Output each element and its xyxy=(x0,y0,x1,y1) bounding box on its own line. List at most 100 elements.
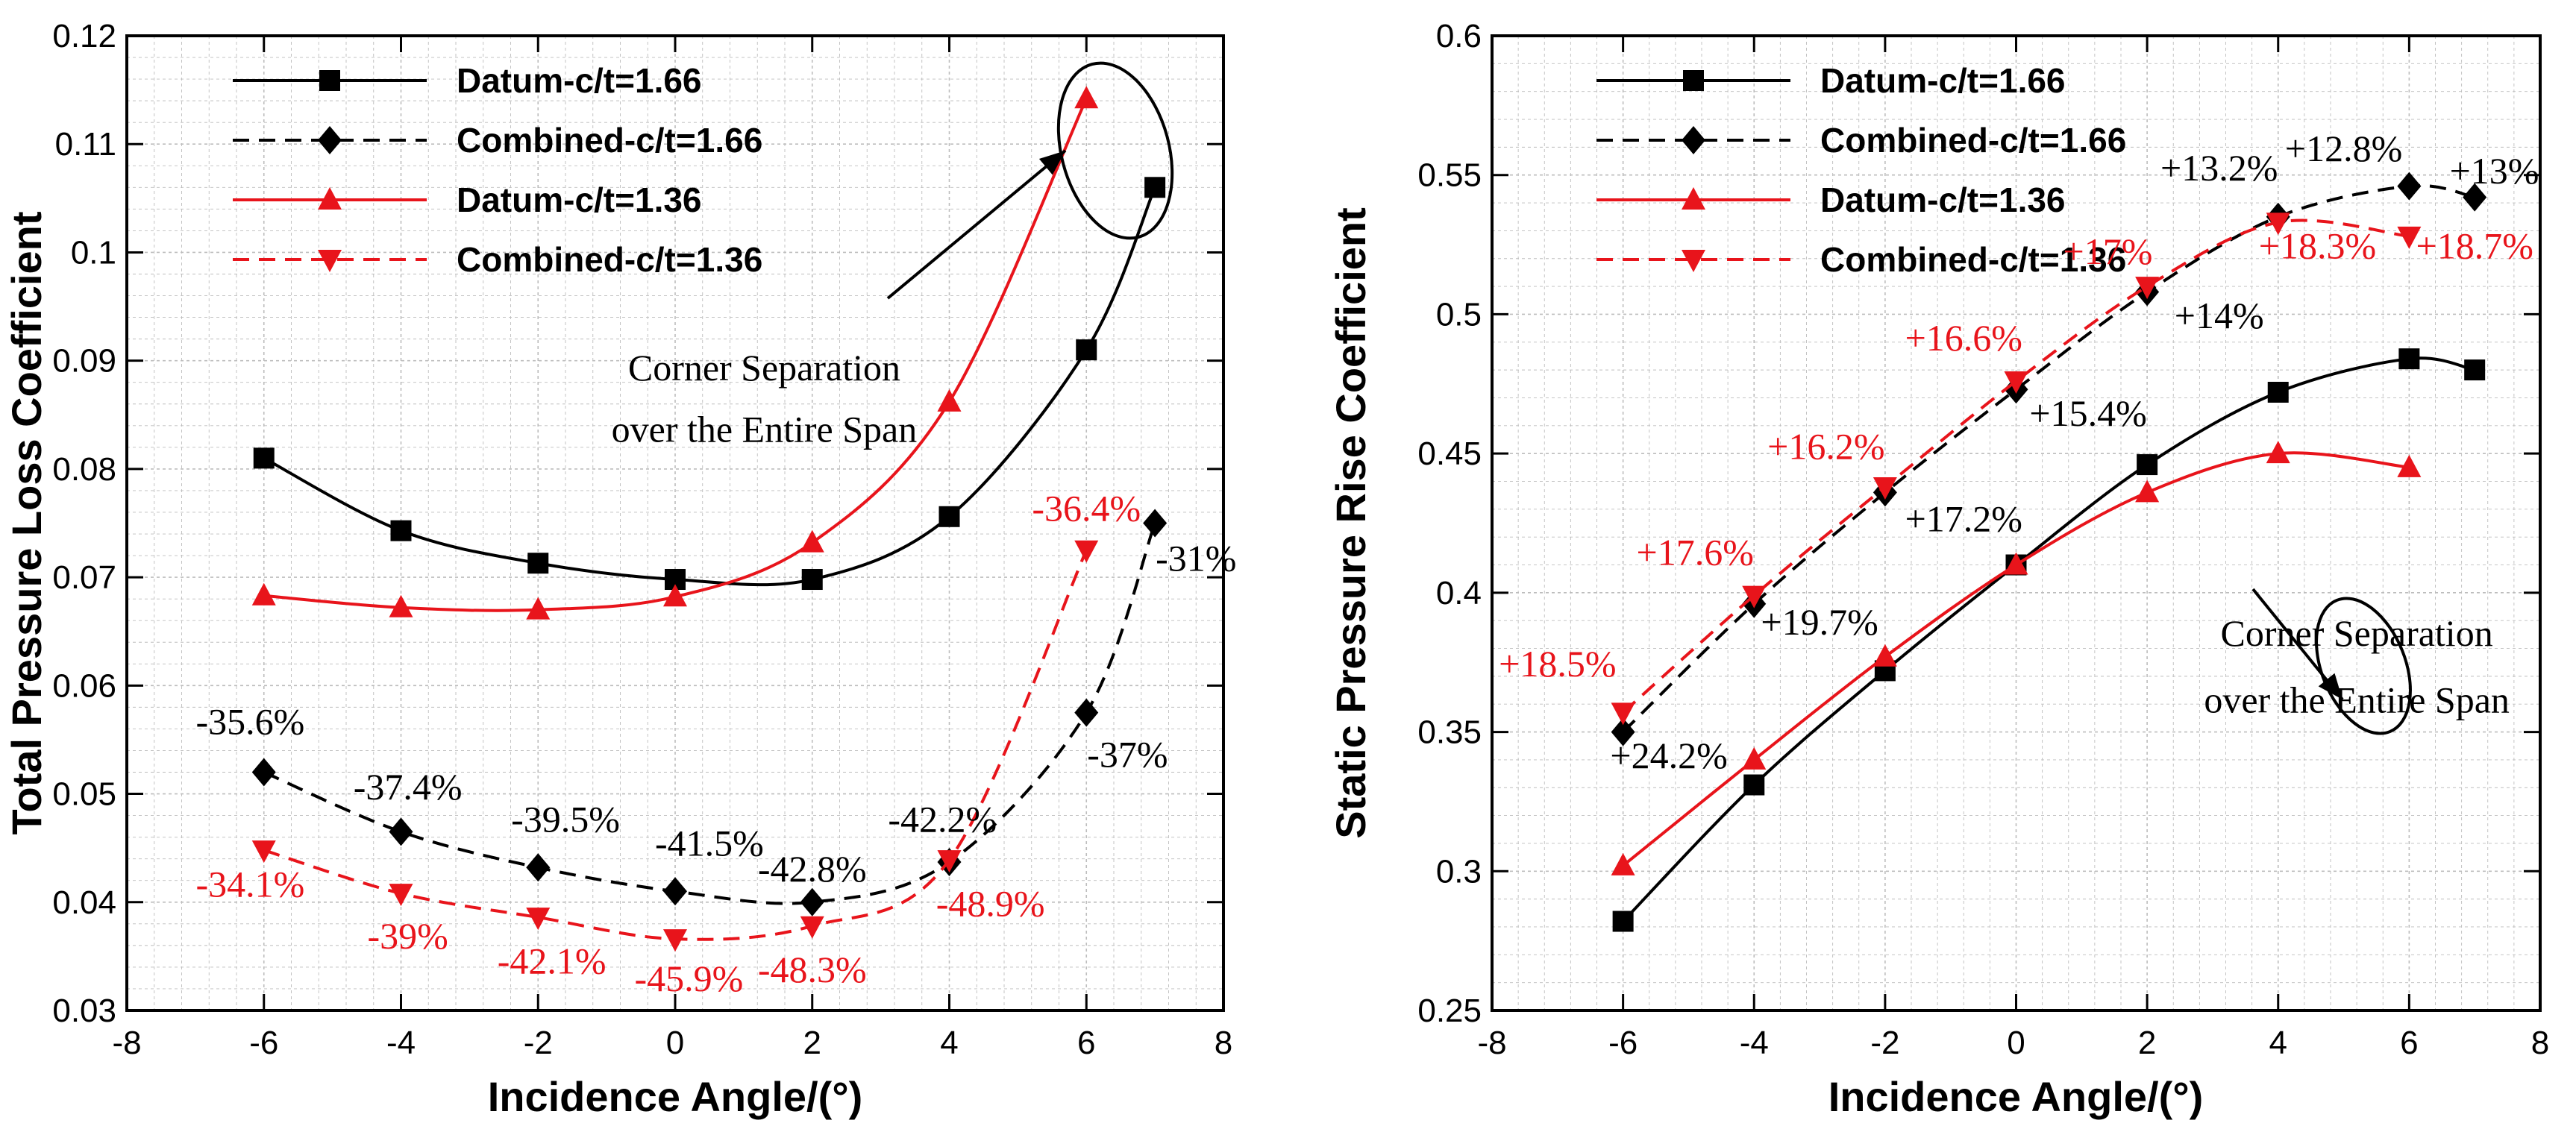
data-annotation: -39% xyxy=(368,915,448,957)
series-line xyxy=(263,98,1088,612)
data-annotation: +24.2% xyxy=(1610,735,1727,776)
data-point-square xyxy=(1612,911,1634,932)
x-tick-label: -4 xyxy=(386,1025,416,1061)
data-point-square xyxy=(2137,454,2158,476)
data-point-triangle-down xyxy=(1873,477,1897,500)
data-annotation: over the Entire Span xyxy=(612,409,918,450)
data-point-triangle-down xyxy=(800,916,824,939)
y-tick-label: 0.3 xyxy=(1436,853,1482,890)
callout-arrow xyxy=(886,149,1067,300)
data-annotation: -37% xyxy=(1087,733,1168,775)
x-tick-label: -6 xyxy=(1608,1025,1638,1061)
data-point-triangle-up xyxy=(1682,187,1705,210)
y-tick-label: 0.06 xyxy=(52,667,116,704)
y-tick-label: 0.11 xyxy=(55,126,116,163)
y-tick-label: 0.07 xyxy=(52,559,116,596)
x-tick-label: 2 xyxy=(2138,1025,2156,1061)
chart-2: -8 -6 -4 -2 0 2 4 6 8 0.25 0.3 0.35 0.4 0.45 0.5 0.55 0.… xyxy=(1327,18,2549,1120)
series-line xyxy=(263,549,1088,941)
y-tick-label: 0.5 xyxy=(1436,296,1482,333)
data-annotation: +16.6% xyxy=(1905,317,2022,359)
annotations: +24.2% +19.7% +17.2% +15.4% +14% +13.2% +12.8%… xyxy=(1499,128,2539,776)
data-point-triangle-down xyxy=(937,850,962,873)
data-point-triangle-up xyxy=(2397,454,2422,477)
data-point-square xyxy=(390,520,412,541)
y-tick-label: 0.12 xyxy=(52,18,116,54)
data-point-triangle-down xyxy=(2397,226,2422,249)
data-annotation: -35.6% xyxy=(195,701,304,743)
data-point-triangle-up xyxy=(318,187,342,210)
y-tick-label: 0.4 xyxy=(1436,575,1482,611)
legend-label: Combined-c/t=1.36 xyxy=(1820,240,2126,279)
series-Datum-c/t=1.36 xyxy=(1611,441,2422,875)
x-axis-label: Incidence Angle/(°) xyxy=(1828,1073,2204,1120)
data-annotation: -42.1% xyxy=(498,940,607,982)
data-annotation: -31% xyxy=(1156,537,1236,579)
data-point-triangle-down xyxy=(1742,585,1767,609)
data-point-triangle-down xyxy=(1682,250,1705,272)
y-axis-label: Total Pressure Loss Coefficient xyxy=(3,211,50,834)
data-point-triangle-down xyxy=(251,840,276,864)
data-point-diamond xyxy=(800,887,824,916)
x-axis-label: Incidence Angle/(°) xyxy=(488,1073,863,1120)
data-annotation: +17.6% xyxy=(1637,532,1754,573)
y-tick-label: 0.25 xyxy=(1417,993,1482,1029)
data-point-diamond xyxy=(389,817,413,846)
y-tick-label: 0.55 xyxy=(1417,157,1482,194)
data-point-square xyxy=(2398,348,2420,370)
legend-label: Combined-c/t=1.66 xyxy=(457,121,762,160)
data-annotation: -42.8% xyxy=(758,848,867,890)
x-tick-label: -4 xyxy=(1740,1025,1769,1061)
x-tick-label: 6 xyxy=(2400,1025,2418,1061)
series-Combined-c/t=1.36 xyxy=(1611,213,2422,726)
y-tick-label: 0.04 xyxy=(52,884,116,921)
data-point-square xyxy=(938,506,960,527)
y-tick-label: 0.08 xyxy=(52,451,116,488)
data-point-triangle-up xyxy=(2266,441,2290,464)
data-point-square xyxy=(2267,381,2289,403)
data-point-square xyxy=(1743,774,1765,796)
data-point-triangle-up xyxy=(1873,644,1897,667)
data-annotation: +17.2% xyxy=(1905,498,2022,540)
data-point-triangle-up xyxy=(251,582,276,606)
data-annotation: +18.7% xyxy=(2416,225,2533,267)
x-tick-label: 8 xyxy=(2531,1025,2549,1061)
data-point-diamond xyxy=(1143,509,1168,538)
x-tick-label: -2 xyxy=(524,1025,553,1061)
data-point-square xyxy=(253,447,275,469)
y-tick-label: 0.35 xyxy=(1417,714,1482,751)
legend-label: Datum-c/t=1.36 xyxy=(1820,180,2066,219)
chart-1: -8 -6 -4 -2 0 2 4 6 8 0.03 0.04 0.05 0.06 0.07 0.08 0.0… xyxy=(3,18,1236,1120)
data-point-square xyxy=(801,569,823,591)
data-point-triangle-up xyxy=(389,594,413,617)
callout-arrowhead xyxy=(2318,673,2342,699)
data-point-triangle-up xyxy=(1074,86,1099,109)
x-tick-label: 0 xyxy=(666,1025,684,1061)
data-annotation: -42.2% xyxy=(888,798,997,840)
data-annotation: -45.9% xyxy=(634,958,743,999)
data-annotation: -48.3% xyxy=(758,949,867,990)
data-point-triangle-down xyxy=(2135,277,2160,300)
legend-label: Datum-c/t=1.66 xyxy=(457,61,702,100)
data-point-diamond xyxy=(2397,172,2422,201)
x-tick-label: 6 xyxy=(1077,1025,1095,1061)
data-annotation: Corner Separation xyxy=(2221,612,2493,654)
data-annotation: +13% xyxy=(2450,150,2539,192)
data-annotation: -41.5% xyxy=(655,822,764,864)
data-point-triangle-down xyxy=(2004,371,2028,394)
data-point-square xyxy=(1076,339,1097,361)
x-tick-label: -2 xyxy=(1870,1025,1899,1061)
data-point-triangle-down xyxy=(1074,540,1099,563)
data-annotation: +15.4% xyxy=(2029,392,2146,434)
data-point-diamond xyxy=(1611,717,1635,746)
data-point-triangle-down xyxy=(1611,702,1635,726)
data-annotation: +12.8% xyxy=(2285,128,2402,169)
data-point-square xyxy=(527,553,549,574)
legend-label: Combined-c/t=1.36 xyxy=(457,240,762,279)
data-point-diamond xyxy=(1074,698,1099,727)
annotations: -35.6% -37.4% -39.5% -41.5%-42.8% -42.2% -37%… xyxy=(195,347,1236,999)
x-tick-label: 0 xyxy=(2007,1025,2025,1061)
series-Datum-c/t=1.66 xyxy=(253,177,1166,591)
y-axis-label: Static Pressure Rise Coefficient xyxy=(1327,207,1374,839)
